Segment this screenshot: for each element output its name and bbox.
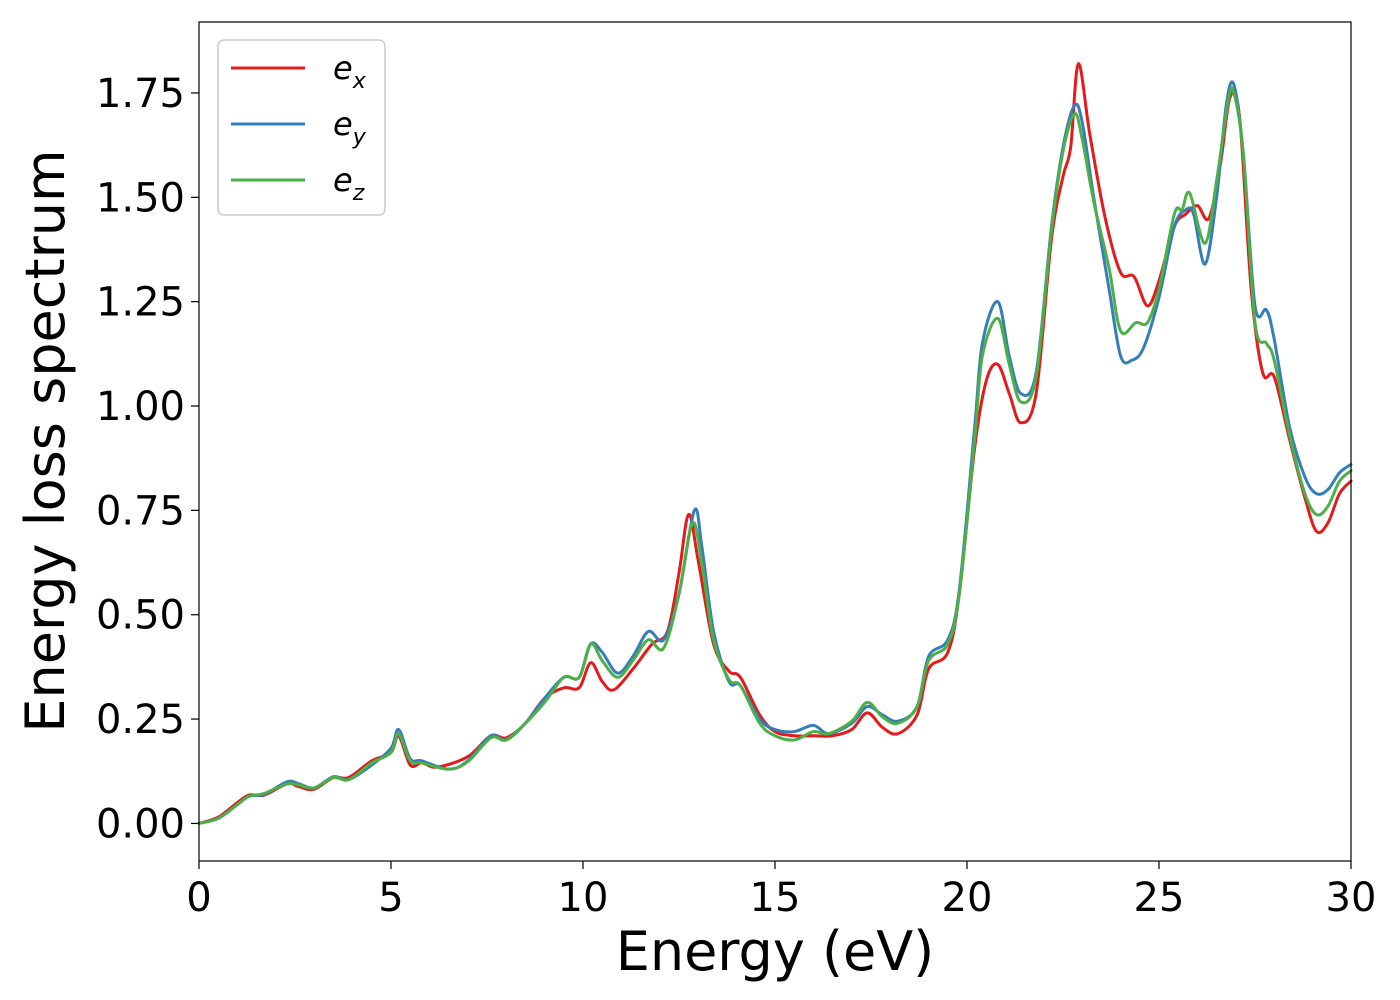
series-line-z xyxy=(197,86,1353,825)
x-tick-label: 25 xyxy=(1134,875,1185,921)
series-line-y xyxy=(197,80,1353,825)
y-tick-label: 1.50 xyxy=(96,175,185,221)
legend-label-x: ex xyxy=(333,49,367,94)
series-layer xyxy=(197,62,1353,825)
y-tick-label: 0.00 xyxy=(96,801,185,847)
y-tick-label: 1.75 xyxy=(96,71,185,117)
y-tick-label: 0.75 xyxy=(96,488,185,534)
series-line-x xyxy=(197,62,1353,825)
x-tick-label: 15 xyxy=(750,875,801,921)
x-tick-label: 30 xyxy=(1326,875,1377,921)
y-tick-label: 1.00 xyxy=(96,384,185,430)
x-tick-label: 20 xyxy=(942,875,993,921)
y-tick-label: 0.25 xyxy=(96,697,185,743)
y-tick-label: 1.25 xyxy=(96,280,185,326)
x-tick-label: 10 xyxy=(558,875,609,921)
legend-box xyxy=(217,39,386,216)
x-tick-label: 5 xyxy=(378,875,403,921)
y-axis: 0.00 0.25 0.50 0.75 1.00 1.25 1.50 1.75 xyxy=(96,71,199,847)
y-tick-label: 0.50 xyxy=(96,593,185,639)
x-tick-label: 0 xyxy=(186,875,211,921)
x-axis-label: Energy (eV) xyxy=(616,920,935,983)
legend-label-y: ey xyxy=(333,105,367,150)
x-axis: 0 5 10 15 20 25 30 xyxy=(186,861,1376,921)
y-axis-label: Energy loss spectrum xyxy=(14,149,77,732)
